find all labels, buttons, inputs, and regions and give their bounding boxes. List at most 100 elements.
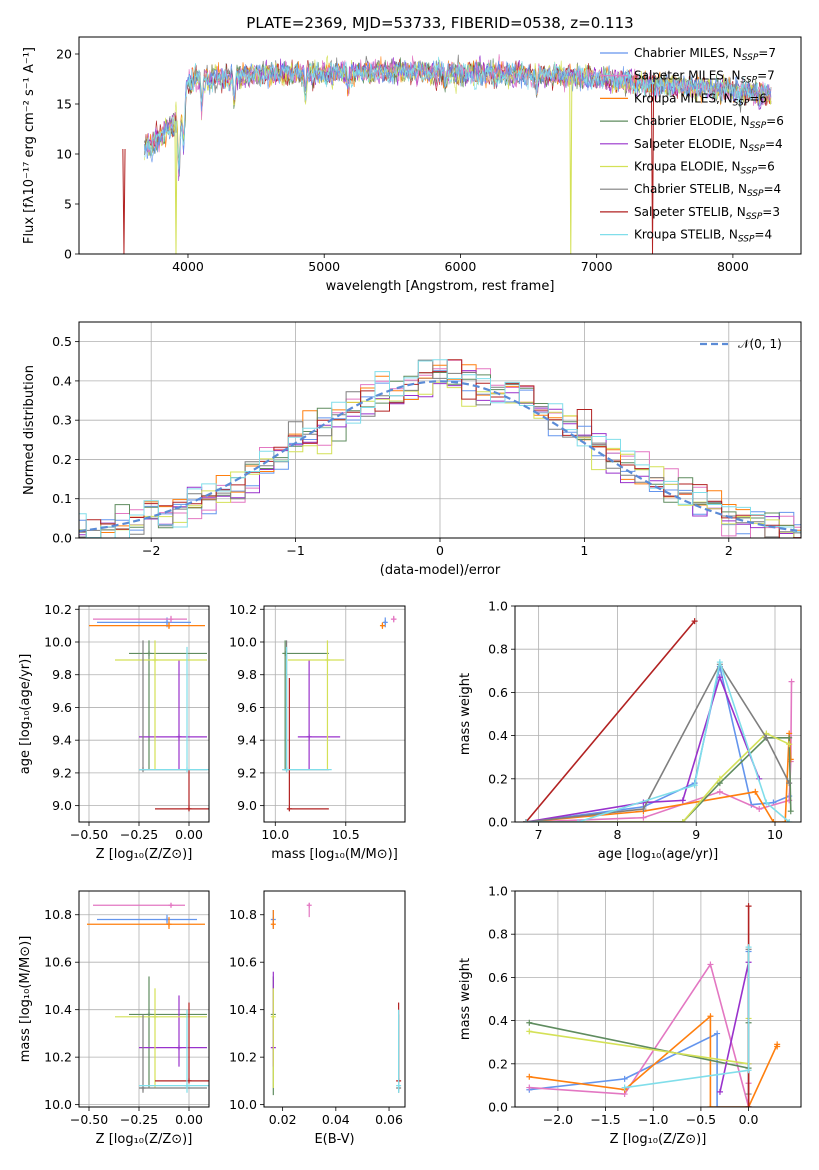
tick-label-y: 5 (64, 197, 72, 212)
error-bar-group (139, 1009, 209, 1093)
legend-entry: Salpeter ELODIE, NSSP=4 (634, 137, 783, 154)
error-bar-group (97, 914, 197, 925)
error-bar-group (379, 622, 386, 629)
data-point (714, 1030, 721, 1037)
tick-label-y: 9.2 (52, 765, 72, 780)
legend-subscript: SSP (746, 212, 763, 222)
data-point (745, 944, 752, 951)
data-point (786, 780, 793, 787)
legend-subscript: SSP (747, 189, 764, 199)
tick-label-x: 8 (613, 827, 621, 842)
error-bar-group (396, 1009, 402, 1093)
tick-label-x: 0.00 (175, 1112, 203, 1127)
legend-subscript: SSP (742, 53, 759, 63)
tick-label-y: 10.4 (229, 1002, 257, 1017)
chart-weight-vs-age: 7 8 9 10 0.0 0.2 0.4 0.6 0.8 1.0 age [log₁₀(age/yr… (458, 599, 802, 862)
tick-label-x: −0.50 (70, 1112, 108, 1127)
legend-entry: Chabrier MILES, NSSP=7 (634, 46, 776, 63)
chart-mass-vs-Z: −0.50 −0.25 0.00 10.0 10.2 10.4 10.6 10.8 Z [log… (18, 890, 210, 1147)
y-axis-label: Flux [fλ10⁻¹⁷ erg cm⁻² s⁻¹ A⁻¹] (22, 47, 37, 244)
error-bar-group (270, 909, 276, 929)
tick-label-y: 0.2 (52, 452, 72, 467)
error-bar-group (286, 678, 329, 812)
tick-label-y: 0.1 (52, 491, 72, 506)
tick-label-x: 0.04 (322, 1112, 350, 1127)
data-point (152, 1014, 158, 1020)
tick-label-y: 0.0 (52, 531, 72, 546)
tick-label-y: 10.2 (229, 602, 257, 617)
legend-subscript: SSP (748, 144, 765, 154)
data-point (787, 756, 794, 763)
legend-label: Chabrier ELODIE, N (634, 114, 750, 128)
tick-label-y: 0.2 (488, 771, 508, 786)
data-point (640, 814, 647, 821)
data-point (526, 1019, 533, 1026)
legend-value: =3 (762, 205, 780, 219)
tick-label-y: 9.6 (237, 700, 257, 715)
error-bar-group (282, 646, 332, 773)
legend: 𝒩(0, 1) (700, 337, 782, 351)
y-axis-label: mass weight (458, 673, 473, 755)
data-point (763, 734, 770, 741)
legend-label: Salpeter STELIB, N (634, 205, 746, 219)
legend-subscript: SSP (741, 76, 758, 86)
data-point (716, 659, 723, 666)
error-bar-group (139, 995, 207, 1067)
tick-label-x: 9 (692, 827, 700, 842)
data-point (707, 1104, 714, 1107)
weight-line (529, 1018, 750, 1065)
chart-mass-vs-EBV: 0.02 0.04 0.06 10.0 10.2 10.4 10.6 10.8 E(B-V) (229, 890, 406, 1147)
legend-entry: Salpeter STELIB, NSSP=3 (634, 205, 780, 222)
data-point (146, 650, 152, 656)
tick-label-x: −0.5 (686, 1112, 716, 1127)
data-point (575, 819, 582, 822)
data-point (270, 921, 276, 927)
weight-line (529, 1022, 750, 1070)
legend-entry: Kroupa STELIB, NSSP=4 (634, 228, 772, 245)
error-bar-group (129, 640, 207, 770)
data-point (707, 961, 714, 968)
error-bar-group (115, 988, 207, 1089)
data-point (756, 806, 763, 813)
tick-label-x: 10.0 (261, 827, 289, 842)
error-bar-group (306, 902, 312, 918)
legend-subscript: SSP (741, 167, 758, 177)
axes-frame (514, 605, 802, 823)
legend-value: =7 (757, 69, 775, 83)
legend-entry: Chabrier ELODIE, NSSP=6 (634, 114, 784, 131)
data-point (286, 806, 292, 812)
tick-label-x: −0.25 (120, 827, 158, 842)
tick-label-y: 10.6 (44, 955, 72, 970)
data-point (716, 775, 723, 782)
tick-label-y: 10.8 (229, 907, 257, 922)
data-point (745, 1067, 752, 1074)
legend-label: Salpeter MILES, N (634, 69, 741, 83)
tick-label-x: 7000 (581, 259, 613, 274)
data-point (716, 1088, 723, 1095)
tick-label-y: 0.3 (52, 413, 72, 428)
tick-label-x: 8000 (717, 259, 749, 274)
axes-frame (263, 605, 406, 823)
data-point (679, 797, 686, 804)
chart-spectrum: 4000 5000 6000 7000 8000 0 5 10 15 20 wavelength [… (22, 14, 802, 294)
data-point (391, 616, 397, 622)
tick-label-y: 9.8 (237, 667, 257, 682)
tick-label-y: 0.6 (488, 685, 508, 700)
data-point (526, 1073, 533, 1080)
tick-label-x: 10.5 (332, 827, 360, 842)
tick-label-y: 9.0 (237, 798, 257, 813)
weight-line (525, 733, 792, 822)
legend-label: Chabrier MILES, N (634, 46, 742, 60)
tick-label-y: 10 (56, 147, 72, 162)
masked-pixel-spike (569, 76, 573, 254)
data-point (176, 734, 182, 740)
data-point (306, 902, 312, 908)
tick-label-x: 0.06 (375, 1112, 403, 1127)
data-point (621, 1084, 628, 1091)
chart-title: PLATE=2369, MJD=53733, FIBERID=0538, z=0… (246, 14, 633, 32)
data-point (640, 806, 647, 813)
data-point (186, 806, 192, 812)
tick-label-y: 20 (56, 47, 72, 62)
tick-label-y: 0.6 (488, 970, 508, 985)
tick-label-y: 0 (64, 247, 72, 262)
